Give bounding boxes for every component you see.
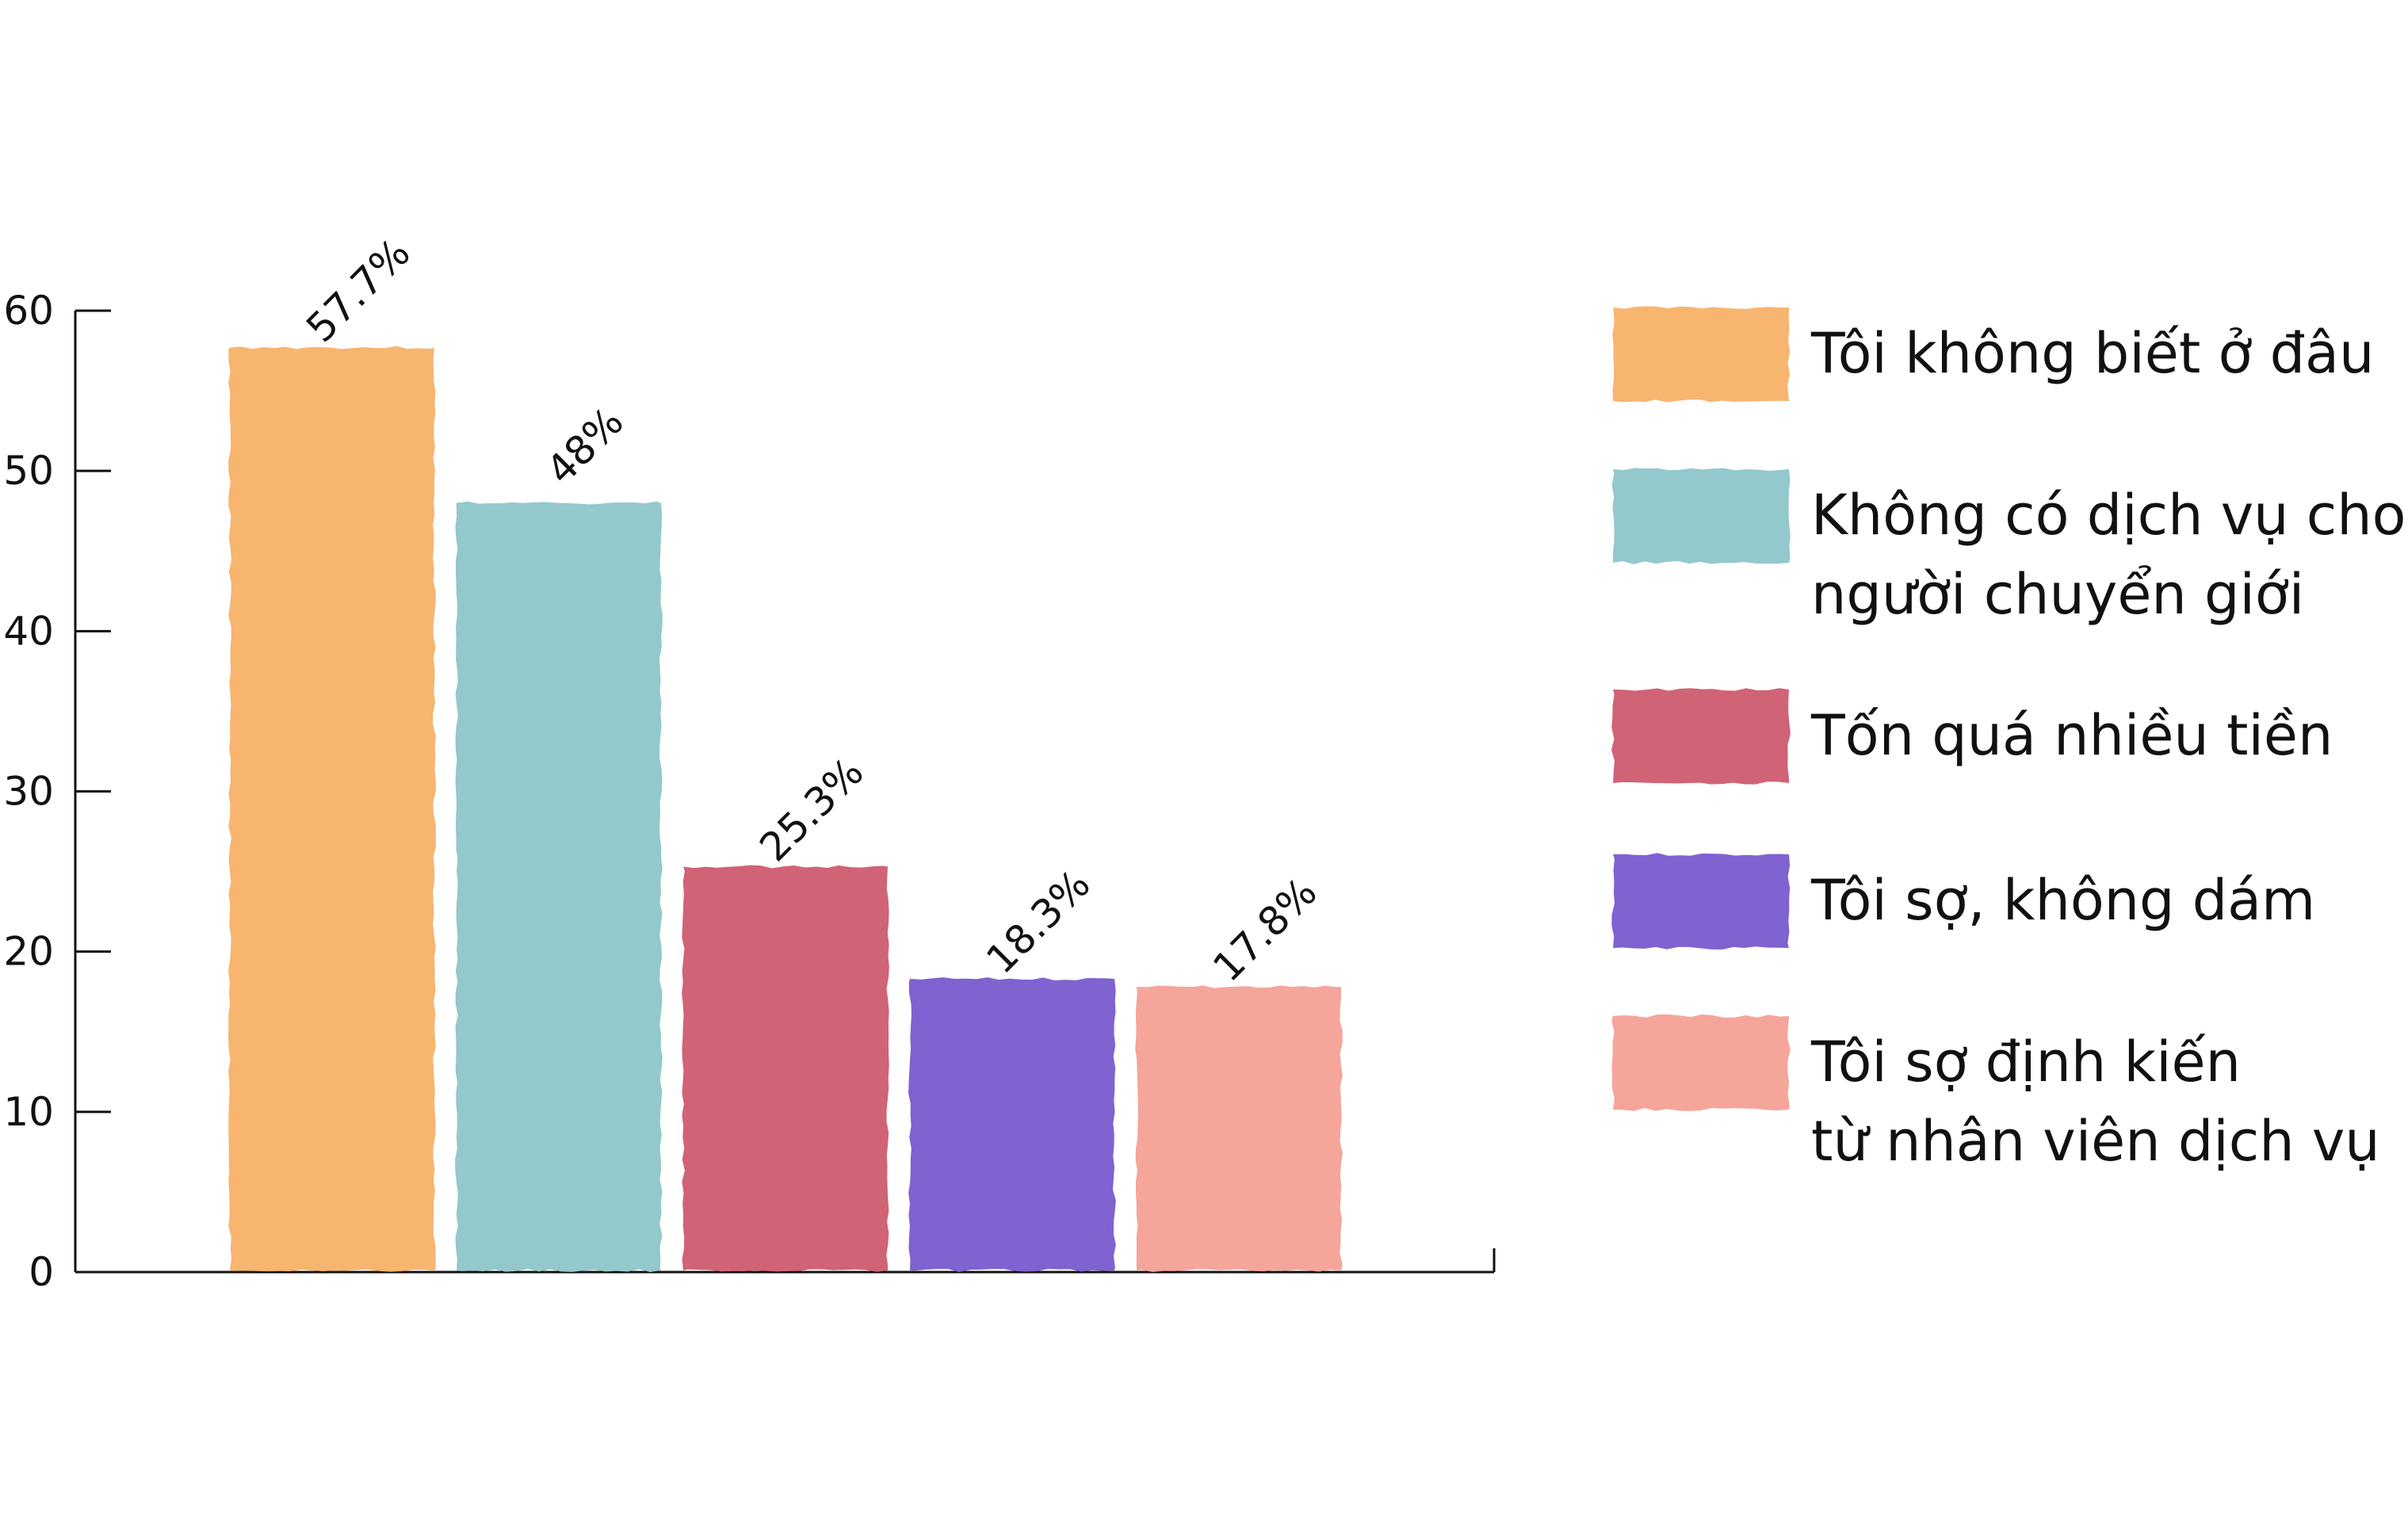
data-label-2: 48% (537, 399, 633, 494)
legend-swatch-4 (1611, 853, 1791, 949)
bar-5 (1135, 985, 1343, 1272)
bar-1 (228, 346, 436, 1272)
legend-label-4: Tôi sợ, không dám (1810, 868, 2315, 933)
legend-label-5: Tôi sợ định kiến (1810, 1030, 2241, 1095)
y-tick-label: 40 (3, 608, 54, 654)
data-label-4: 18.3% (977, 861, 1099, 982)
y-tick-label: 60 (3, 288, 54, 334)
bar-4 (908, 977, 1116, 1272)
legend-label-2: Không có dịch vụ cho (1811, 483, 2406, 548)
y-tick-label: 0 (29, 1249, 54, 1295)
data-label-3: 25.3% (751, 749, 872, 870)
legend-swatch-2 (1611, 468, 1791, 564)
data-label-1: 57.7% (297, 230, 419, 351)
legend-label-5: từ nhân viên dịch vụ (1811, 1109, 2380, 1174)
bar-3 (682, 865, 889, 1272)
y-tick-label: 50 (3, 448, 54, 494)
legend-label-1: Tôi không biết ở đâu (1810, 321, 2374, 386)
y-tick-label: 30 (3, 769, 54, 815)
legend-swatch-3 (1611, 688, 1791, 785)
legend-swatch-1 (1612, 306, 1791, 403)
legend-label-2: người chuyển giới (1811, 562, 2304, 627)
legend-label-3: Tốn quá nhiều tiền (1810, 703, 2333, 768)
legend-swatch-5 (1611, 1014, 1791, 1111)
y-tick-label: 20 (3, 929, 54, 975)
bar-2 (455, 501, 663, 1272)
legend: Tôi không biết ở đâu Không có dịch vụ cho… (1611, 306, 2406, 1174)
bars (228, 346, 1343, 1272)
axes: 0 10 20 30 40 50 60 (3, 288, 1496, 1295)
data-label-5: 17.8% (1204, 869, 1325, 990)
y-tick-label: 10 (3, 1089, 54, 1135)
